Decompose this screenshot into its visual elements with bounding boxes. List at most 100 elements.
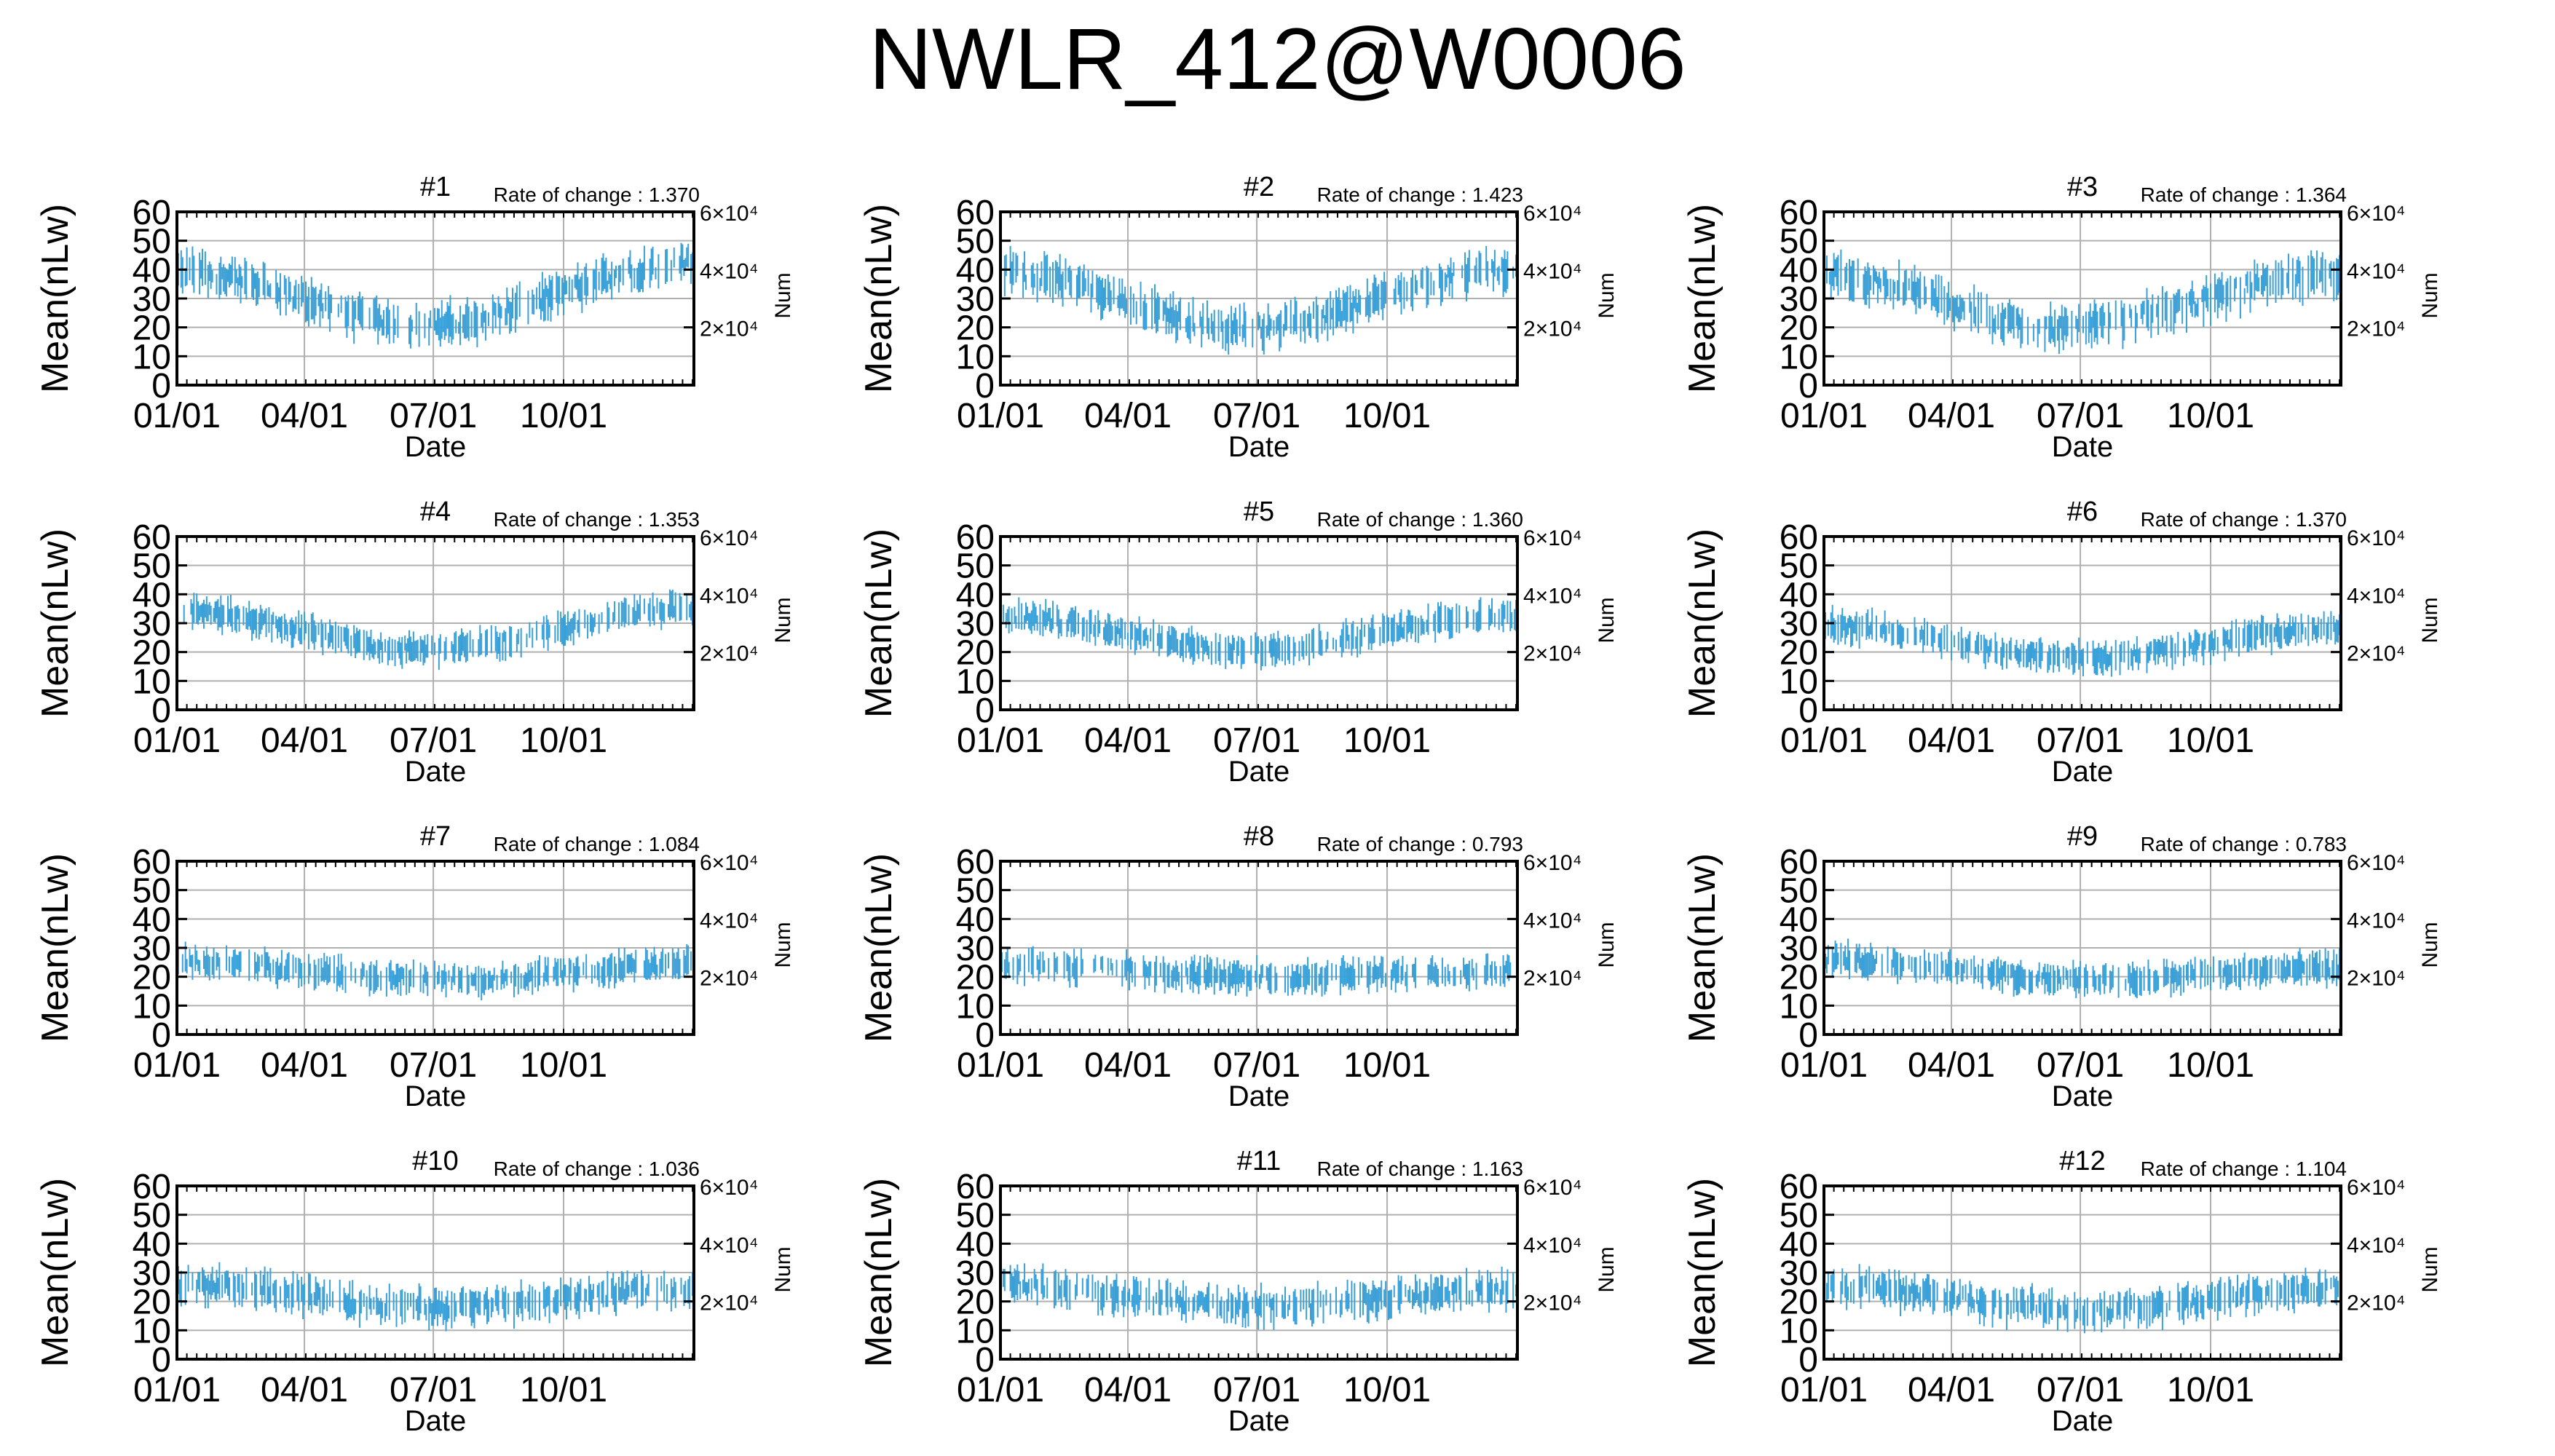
y2-tick-label: 6×10⁴ [700,851,758,875]
y-tick-label: 60 [133,1168,171,1206]
y-tick-label: 0 [151,692,171,730]
y-tick-label: 60 [133,843,171,882]
x-tick-label: 07/01 [390,397,477,435]
y-tick-label: 30 [133,605,171,644]
y-tick-label: 40 [956,1225,995,1264]
y-axis-label: Mean(nLw) [858,853,900,1042]
y2-axis-label: Num [771,922,795,968]
x-tick-label: 10/01 [2167,721,2254,760]
y2-tick-label: 6×10⁴ [2347,1176,2405,1200]
chart-title: #1 [420,172,451,202]
y-tick-label: 10 [1780,987,1818,1026]
rate-of-change: Rate of change : 0.793 [1317,833,1523,855]
y2-tick-label: 2×10⁴ [2347,642,2405,666]
y-tick-label: 30 [133,930,171,968]
rate-value: 0.793 [1472,833,1523,855]
x-axis-label: Date [405,756,467,788]
x-tick-label: 10/01 [1343,397,1431,435]
rate-label: Rate of change : [2141,1158,2296,1180]
y-tick-label: 40 [956,576,995,614]
y-tick-label: 20 [1780,309,1818,348]
y2-tick-label: 6×10⁴ [700,526,758,550]
x-tick-label: 07/01 [390,1046,477,1085]
y-axis-label: Mean(nLw) [1681,529,1723,718]
rate-of-change: Rate of change : 1.104 [2141,1158,2347,1180]
rate-value: 1.036 [649,1158,700,1180]
rate-of-change: Rate of change : 1.370 [2141,508,2347,531]
y-tick-label: 10 [956,987,995,1026]
rate-of-change: Rate of change : 1.036 [494,1158,700,1180]
x-tick-label: 04/01 [261,397,348,435]
y-tick-label: 40 [1780,1225,1818,1264]
rate-of-change: Rate of change : 1.360 [1317,508,1523,531]
x-tick-label: 07/01 [2037,721,2124,760]
y-tick-label: 10 [133,1312,171,1350]
y-tick-label: 30 [1780,1254,1818,1293]
y-tick-label: 10 [956,338,995,376]
x-tick-label: 01/01 [957,1046,1044,1085]
x-tick-label: 01/01 [957,397,1044,435]
y-tick-label: 60 [1780,843,1818,882]
y-tick-label: 50 [956,223,995,261]
y2-tick-label: 6×10⁴ [1523,202,1581,226]
x-tick-label: 04/01 [1084,1046,1172,1085]
y2-axis-label: Num [771,1246,795,1292]
rate-value: 1.370 [2296,508,2347,531]
y-axis-label: Mean(nLw) [858,529,900,718]
rate-of-change: Rate of change : 1.423 [1317,183,1523,206]
y-tick-label: 50 [956,872,995,911]
y-tick-label: 40 [133,901,171,939]
y-tick-label: 50 [133,1197,171,1235]
rate-label: Rate of change : [1317,1158,1472,1180]
x-tick-label: 10/01 [520,1371,607,1409]
y-tick-label: 10 [133,662,171,701]
x-tick-label: 01/01 [957,721,1044,760]
y-tick-label: 0 [151,1016,171,1055]
y-axis-label: Mean(nLw) [34,1178,76,1367]
y-tick-label: 20 [956,1283,995,1322]
rate-label: Rate of change : [2141,183,2296,206]
y-tick-label: 20 [1780,959,1818,997]
y-tick-label: 0 [975,692,995,730]
y-tick-label: 40 [133,251,171,290]
y-tick-label: 30 [1780,930,1818,968]
y2-axis-label: Num [1595,272,1619,318]
x-tick-label: 10/01 [2167,397,2254,435]
y-tick-label: 60 [1780,518,1818,557]
y-tick-label: 60 [133,194,171,232]
y-tick-label: 20 [956,309,995,348]
y-tick-label: 40 [956,901,995,939]
y2-tick-label: 4×10⁴ [2347,259,2405,283]
y-tick-label: 30 [956,605,995,644]
y2-axis-label: Num [771,597,795,643]
y2-tick-label: 2×10⁴ [1523,967,1581,991]
y2-tick-label: 4×10⁴ [2347,584,2405,608]
y-tick-label: 50 [1780,223,1818,261]
rate-label: Rate of change : [494,508,649,531]
y-tick-label: 0 [1798,692,1818,730]
y2-tick-label: 4×10⁴ [2347,909,2405,933]
chart-title: #5 [1244,496,1274,527]
x-tick-label: 04/01 [1084,721,1172,760]
y-tick-label: 10 [1780,662,1818,701]
chart-title: #9 [2067,821,2098,852]
y-tick-label: 60 [956,843,995,882]
y-tick-label: 20 [956,959,995,997]
x-tick-label: 01/01 [957,1371,1044,1409]
y-tick-label: 20 [1780,634,1818,673]
chart-title: #7 [420,821,451,852]
x-tick-label: 04/01 [1084,1371,1172,1409]
y2-tick-label: 6×10⁴ [1523,526,1581,550]
x-tick-label: 10/01 [1343,1371,1431,1409]
y-tick-label: 60 [956,518,995,557]
y-tick-label: 40 [1780,901,1818,939]
x-axis-label: Date [1228,431,1290,463]
y2-tick-label: 2×10⁴ [1523,642,1581,666]
y-tick-label: 10 [956,662,995,701]
y-tick-label: 30 [956,280,995,319]
